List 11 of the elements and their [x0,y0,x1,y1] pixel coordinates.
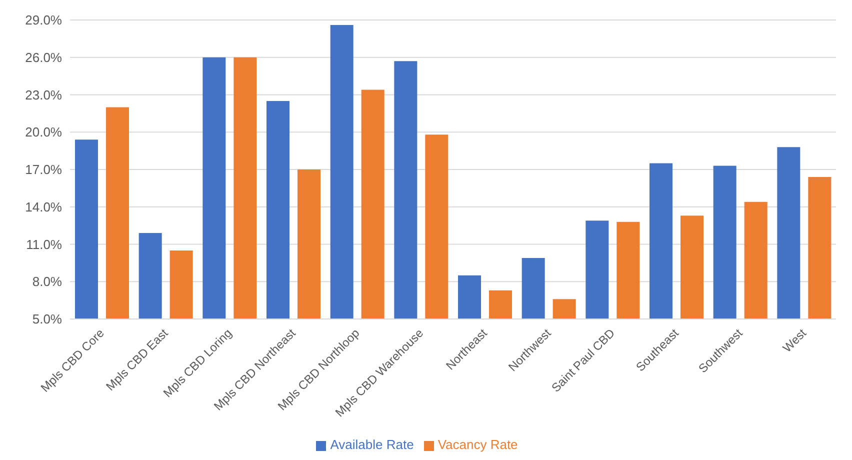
y-tick-label: 11.0% [26,236,62,252]
y-tick-label: 17.0% [25,162,62,178]
y-tick-label: 29.0% [25,12,62,28]
y-tick-label: 5.0% [32,312,62,327]
y-tick-label: 20.0% [25,124,62,140]
y-tick-label: 23.0% [25,87,62,102]
y-tick-label: 8.0% [32,274,62,290]
legend-label: Available Rate [330,437,414,452]
y-tick-label: 26.0% [25,50,62,65]
legend-label: Vacancy Rate [438,437,518,452]
y-tick-label: 14.0% [25,199,62,214]
